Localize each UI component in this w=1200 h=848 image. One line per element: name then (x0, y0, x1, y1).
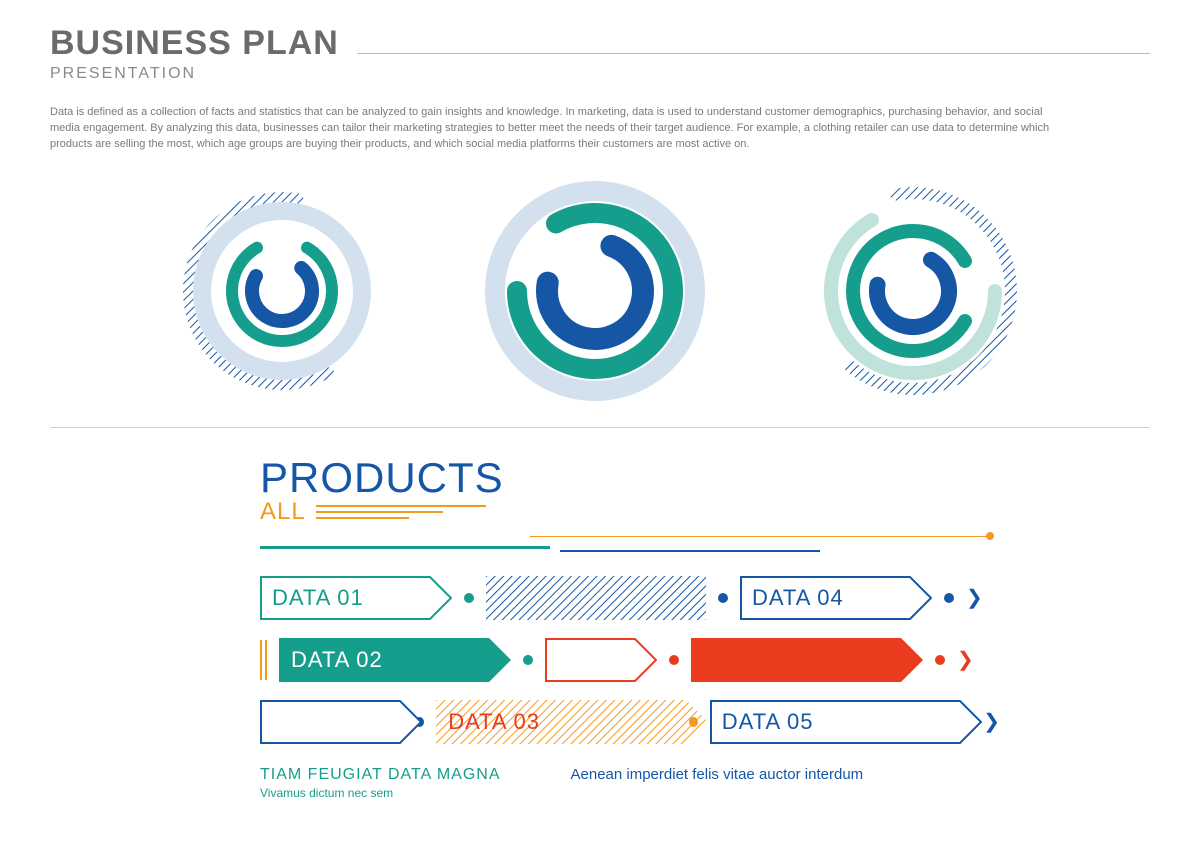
chevron-right-icon: ❯ (957, 647, 974, 672)
dial-2 (485, 181, 705, 401)
data-arrow-label: DATA 02 (291, 638, 383, 682)
data-arrow-label: DATA 01 (272, 576, 364, 620)
dot-icon (464, 593, 474, 603)
dot-icon (523, 655, 533, 665)
product-row-1: DATA 01 DATA 04 ❯ (260, 576, 1000, 620)
dot-icon (718, 593, 728, 603)
chevron-right-icon: ❯ (983, 709, 1000, 734)
dial-3 (808, 186, 1018, 396)
orange-lines-decor (316, 505, 486, 519)
orange-bars-decor (260, 640, 267, 680)
section-divider (50, 427, 1150, 428)
caption-right: Aenean imperdiet felis vitae auctor inte… (571, 766, 864, 800)
data-arrow: DATA 01 (260, 576, 452, 620)
data-arrow-label: DATA 05 (722, 700, 814, 744)
dot-icon (669, 655, 679, 665)
page-subtitle: PRESENTATION (50, 65, 1150, 83)
data-arrow: DATA 05 (710, 700, 951, 744)
product-row-2: DATA 02 ❯ (260, 638, 1000, 682)
dot-icon (935, 655, 945, 665)
title-rule (357, 53, 1150, 54)
products-heading: PRODUCTS (260, 454, 1000, 502)
chevron-right-icon: ❯ (966, 585, 983, 610)
data-arrow-label: DATA 04 (752, 576, 844, 620)
data-arrow: DATA 04 (740, 576, 932, 620)
radial-dials (130, 181, 1070, 401)
product-rows: DATA 01 DATA 04 ❯ (260, 576, 1000, 744)
data-arrow: DATA 02 (279, 638, 511, 682)
sub-rules-decor (260, 528, 1000, 554)
caption-left: TIAM FEUGIAT DATA MAGNA Vivamus dictum n… (260, 766, 501, 800)
data-arrow-label: DATA 03 (448, 700, 540, 744)
data-arrow (691, 638, 923, 682)
dial-1 (182, 191, 382, 391)
dot-icon (944, 593, 954, 603)
all-label: ALL (260, 498, 306, 526)
intro-paragraph: Data is defined as a collection of facts… (50, 105, 1050, 153)
data-arrow: DATA 03 (436, 700, 677, 744)
page-title: BUSINESS PLAN (50, 24, 339, 63)
hatched-block (486, 576, 706, 620)
data-arrow (545, 638, 657, 682)
product-row-3: DATA 03 DATA 05 ❯ (260, 700, 1000, 744)
data-arrow (260, 700, 403, 744)
